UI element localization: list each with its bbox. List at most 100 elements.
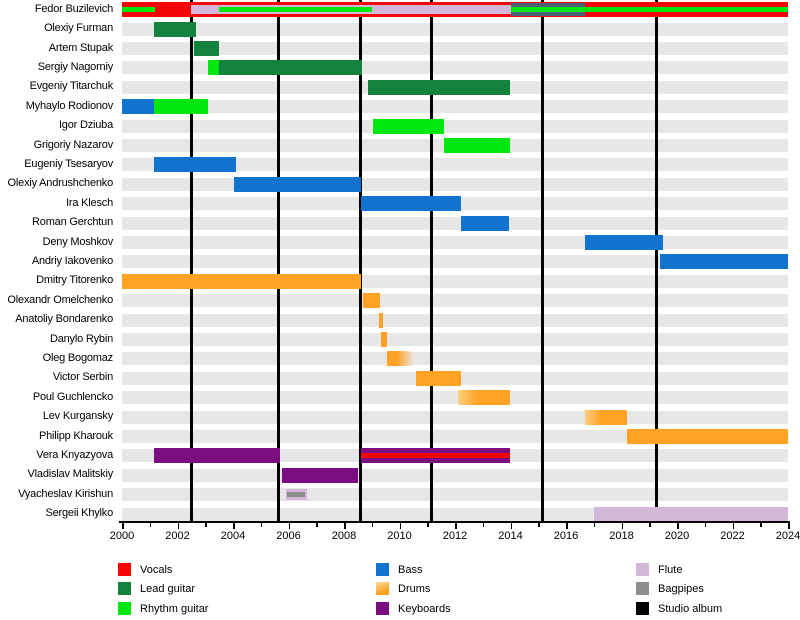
member-label: Evgeniy Titarchuk (29, 80, 114, 93)
bar-lead_guitar (194, 41, 220, 56)
axis-tick-label: 2012 (442, 530, 468, 542)
row-band (122, 22, 788, 36)
bar-drums (627, 429, 788, 444)
axis-major-tick (344, 523, 346, 529)
member-label: Igor Dziuba (58, 119, 113, 132)
row-band (122, 333, 788, 346)
studio-album-line (359, 0, 363, 522)
bar-rhythm_guitar (208, 60, 220, 76)
axis-major-tick (677, 523, 679, 529)
member-label: Oleg Bogomaz (42, 351, 114, 364)
legend-label: Drums (398, 583, 431, 596)
row-band (122, 430, 788, 443)
member-label: Andriy Iakovenko (31, 254, 113, 267)
member-label: Dmitry Titorenko (36, 274, 113, 287)
axis-tick-label: 2008 (331, 530, 357, 542)
bar-drums (387, 351, 414, 367)
axis-tick-label: 2002 (165, 530, 190, 542)
member-label: Poul Guchlencko (32, 390, 113, 403)
member-label: Lev Kurgansky (42, 410, 113, 423)
legend-label: Rhythm guitar (140, 602, 209, 615)
row-band (122, 294, 788, 308)
axis-tick-label: 2006 (276, 530, 301, 542)
bar-keyboards (153, 448, 281, 464)
axis-major-tick (177, 523, 179, 529)
studio-album-line (654, 0, 658, 522)
legend-swatch-bass (376, 563, 389, 576)
bar-rhythm_guitar (219, 7, 372, 13)
legend-swatch-vocals (118, 563, 131, 576)
bar-rhythm_guitar (510, 7, 788, 13)
row-band (122, 255, 788, 269)
axis-major-tick (455, 523, 457, 529)
member-label: Vera Knyazyova (36, 448, 113, 461)
row-band (122, 119, 788, 133)
bar-bass (585, 235, 664, 250)
bar-drums (122, 273, 361, 289)
member-label: Roman Gerchtun (32, 216, 113, 229)
legend-label: Flute (658, 564, 683, 576)
bar-lead_guitar (219, 60, 363, 76)
studio-album-line (189, 0, 193, 522)
bar-flute (593, 506, 788, 522)
row-band (122, 410, 788, 424)
legend-label: Lead guitar (140, 583, 196, 596)
bar-drums (416, 370, 461, 386)
member-label: Vladislav Malitskiy (27, 468, 114, 481)
axis-minor-tick (649, 523, 651, 527)
legend-swatch-bagpipes (636, 582, 649, 596)
legend-label: Keyboards (398, 602, 451, 615)
member-label: Sergiy Nagorniy (37, 60, 113, 73)
bar-drums (457, 390, 511, 406)
member-label: Ira Klesch (66, 196, 113, 209)
row-band (122, 236, 788, 249)
axis-major-tick (732, 523, 734, 529)
axis-tick-label: 2010 (387, 530, 412, 542)
member-names-column: Fedor Buzilevich Olexiy Furman Artem Stupa… (0, 0, 117, 522)
axis-major-tick (510, 523, 512, 529)
member-label: Fedor Buzilevich (34, 2, 113, 15)
axis-minor-tick (538, 523, 540, 527)
axis-minor-tick (760, 523, 762, 527)
legend-swatch-studio_album (636, 601, 649, 615)
axis-minor-tick (482, 523, 485, 527)
bar-vocals (360, 453, 511, 459)
row-band (122, 42, 788, 55)
axis-minor-tick (704, 523, 707, 527)
studio-album-line (540, 0, 544, 522)
bar-bass (153, 157, 236, 173)
row-band (122, 391, 788, 405)
axis-major-tick (288, 523, 290, 529)
legend-swatch-lead_guitar (118, 582, 131, 596)
axis-minor-tick (371, 523, 374, 527)
row-band (122, 100, 788, 114)
member-label: Anatoliy Bondarenko (15, 313, 113, 326)
bar-bass (234, 176, 361, 192)
axis-tick-label: 2000 (109, 530, 135, 542)
axis-tick-label: 2024 (775, 530, 800, 542)
bar-drums (585, 409, 628, 425)
axis-minor-tick (316, 523, 318, 527)
axis-major-tick (566, 523, 568, 529)
bar-lead_guitar (367, 79, 511, 95)
axis-tick-label: 2022 (720, 530, 745, 542)
bar-drums (379, 312, 383, 328)
member-label: Artem Stupak (48, 41, 113, 54)
axis-minor-tick (205, 523, 207, 527)
bar-bass (360, 196, 461, 212)
member-label: Myhaylo Rodionov (25, 99, 113, 112)
member-label: Victor Serbin (52, 371, 113, 384)
bar-rhythm_guitar (122, 7, 156, 13)
axis-minor-tick (260, 523, 263, 527)
bar-drums (363, 293, 381, 309)
axis-tick-label: 2020 (664, 530, 690, 542)
row-band (122, 468, 788, 482)
legend-label: Bass (398, 564, 423, 576)
member-label: Olexiy Furman (44, 22, 113, 35)
axis-major-tick (399, 523, 401, 529)
member-label: Sergeii Khylko (45, 507, 113, 520)
bar-rhythm_guitar (153, 99, 209, 115)
member-label: Grigoriy Nazarov (33, 138, 114, 151)
legend-swatch-rhythm_guitar (118, 601, 131, 615)
axis-major-tick (788, 523, 790, 529)
